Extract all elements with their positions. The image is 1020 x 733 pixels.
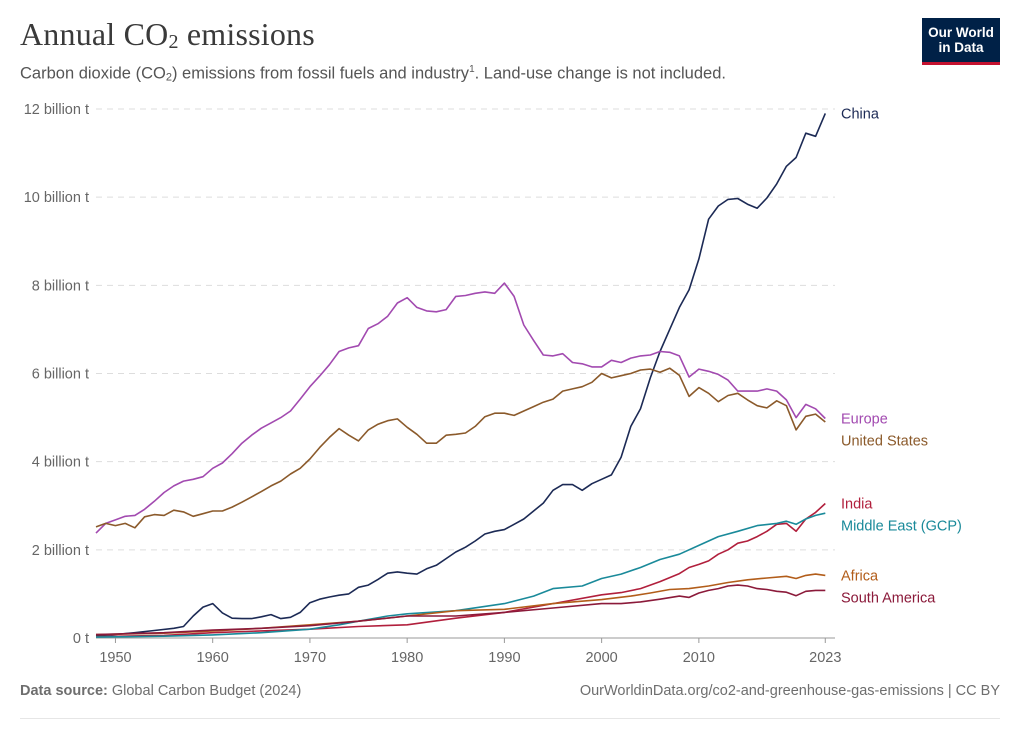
- x-tick-label: 1950: [99, 650, 131, 666]
- y-tick-label: 12 billion t: [24, 102, 89, 118]
- series-label: South America: [841, 590, 936, 606]
- series-label: United States: [841, 433, 928, 449]
- y-tick-label: 6 billion t: [32, 367, 89, 383]
- series-label: Europe: [841, 411, 888, 427]
- x-tick-label: 1970: [294, 650, 326, 666]
- chart-title: Annual CO2 emissions: [20, 16, 315, 53]
- credit-link[interactable]: OurWorldinData.org/co2-and-greenhouse-ga…: [579, 683, 1000, 699]
- y-tick-label: 10 billion t: [24, 190, 89, 206]
- series-label: Middle East (GCP): [841, 519, 962, 535]
- x-tick-label: 1960: [197, 650, 229, 666]
- series-line: [95, 282, 826, 534]
- y-tick-label: 4 billion t: [32, 455, 89, 471]
- series-label: Africa: [841, 568, 879, 584]
- series-label: India: [841, 497, 873, 513]
- series-line: [95, 367, 826, 529]
- y-tick-label: 8 billion t: [32, 278, 89, 294]
- chart-subtitle: Carbon dioxide (CO2) emissions from foss…: [20, 64, 726, 84]
- series-line: [95, 113, 827, 637]
- x-tick-label: 2010: [683, 650, 715, 666]
- x-tick-label: 2023: [809, 650, 841, 666]
- series-line: [95, 584, 826, 636]
- x-tick-label: 1980: [391, 650, 423, 666]
- y-tick-label: 0 t: [73, 631, 89, 647]
- series-line: [95, 573, 826, 636]
- logo-line-1: Our World: [928, 25, 994, 40]
- data-source: Data source: Global Carbon Budget (2024): [20, 683, 302, 699]
- series-label: China: [841, 106, 880, 122]
- y-tick-label: 2 billion t: [32, 543, 89, 559]
- series-line: [95, 512, 826, 638]
- x-tick-label: 2000: [585, 650, 617, 666]
- footer-divider: [20, 718, 1000, 719]
- owid-logo[interactable]: Our World in Data: [922, 18, 1000, 65]
- logo-line-2: in Data: [938, 40, 984, 55]
- series-line: [95, 502, 826, 638]
- x-tick-label: 1990: [488, 650, 520, 666]
